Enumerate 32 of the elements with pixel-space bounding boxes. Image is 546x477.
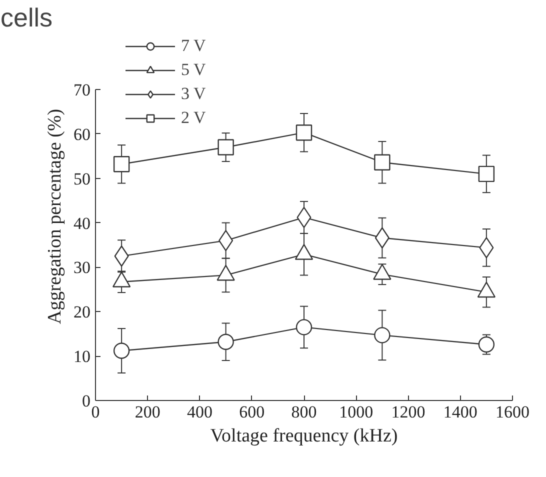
text: cells bbox=[0, 2, 53, 32]
x-tick-label: 600 bbox=[239, 402, 265, 422]
y-tick-label: 60 bbox=[74, 124, 90, 144]
point bbox=[296, 124, 312, 141]
point bbox=[374, 154, 390, 170]
x-tick-label: 1600 bbox=[496, 402, 530, 422]
legend-label: 5 V bbox=[181, 60, 206, 80]
y-tick-label: 70 bbox=[74, 80, 90, 100]
y-tick-label: 50 bbox=[74, 169, 90, 188]
point bbox=[478, 336, 495, 353]
point bbox=[374, 327, 390, 344]
x-tick-label: 1200 bbox=[391, 402, 426, 422]
y-tick-label: 30 bbox=[74, 258, 90, 278]
legend-label: 3 V bbox=[181, 84, 206, 104]
x-tick-label: 400 bbox=[187, 402, 212, 422]
point bbox=[113, 342, 130, 359]
y-axis-title: Aggregation percentage (%) bbox=[44, 108, 66, 324]
point bbox=[478, 166, 495, 182]
legend-label: 7 V bbox=[181, 36, 206, 56]
x-tick-label: 200 bbox=[134, 402, 160, 422]
point bbox=[218, 334, 234, 350]
x-tick-label: 1400 bbox=[443, 402, 478, 422]
legend-label: 2 V bbox=[181, 108, 206, 128]
point bbox=[113, 156, 130, 172]
x-tick-label: 800 bbox=[291, 402, 317, 422]
x-axis-title: Voltage frequency (kHz) bbox=[210, 426, 398, 446]
y-tick-label: 20 bbox=[74, 302, 90, 322]
x-tick-label: 1000 bbox=[339, 402, 374, 422]
point bbox=[296, 319, 312, 336]
point bbox=[218, 139, 234, 156]
y-tick-label: 40 bbox=[74, 214, 90, 233]
y-tick-label: 10 bbox=[74, 347, 90, 366]
